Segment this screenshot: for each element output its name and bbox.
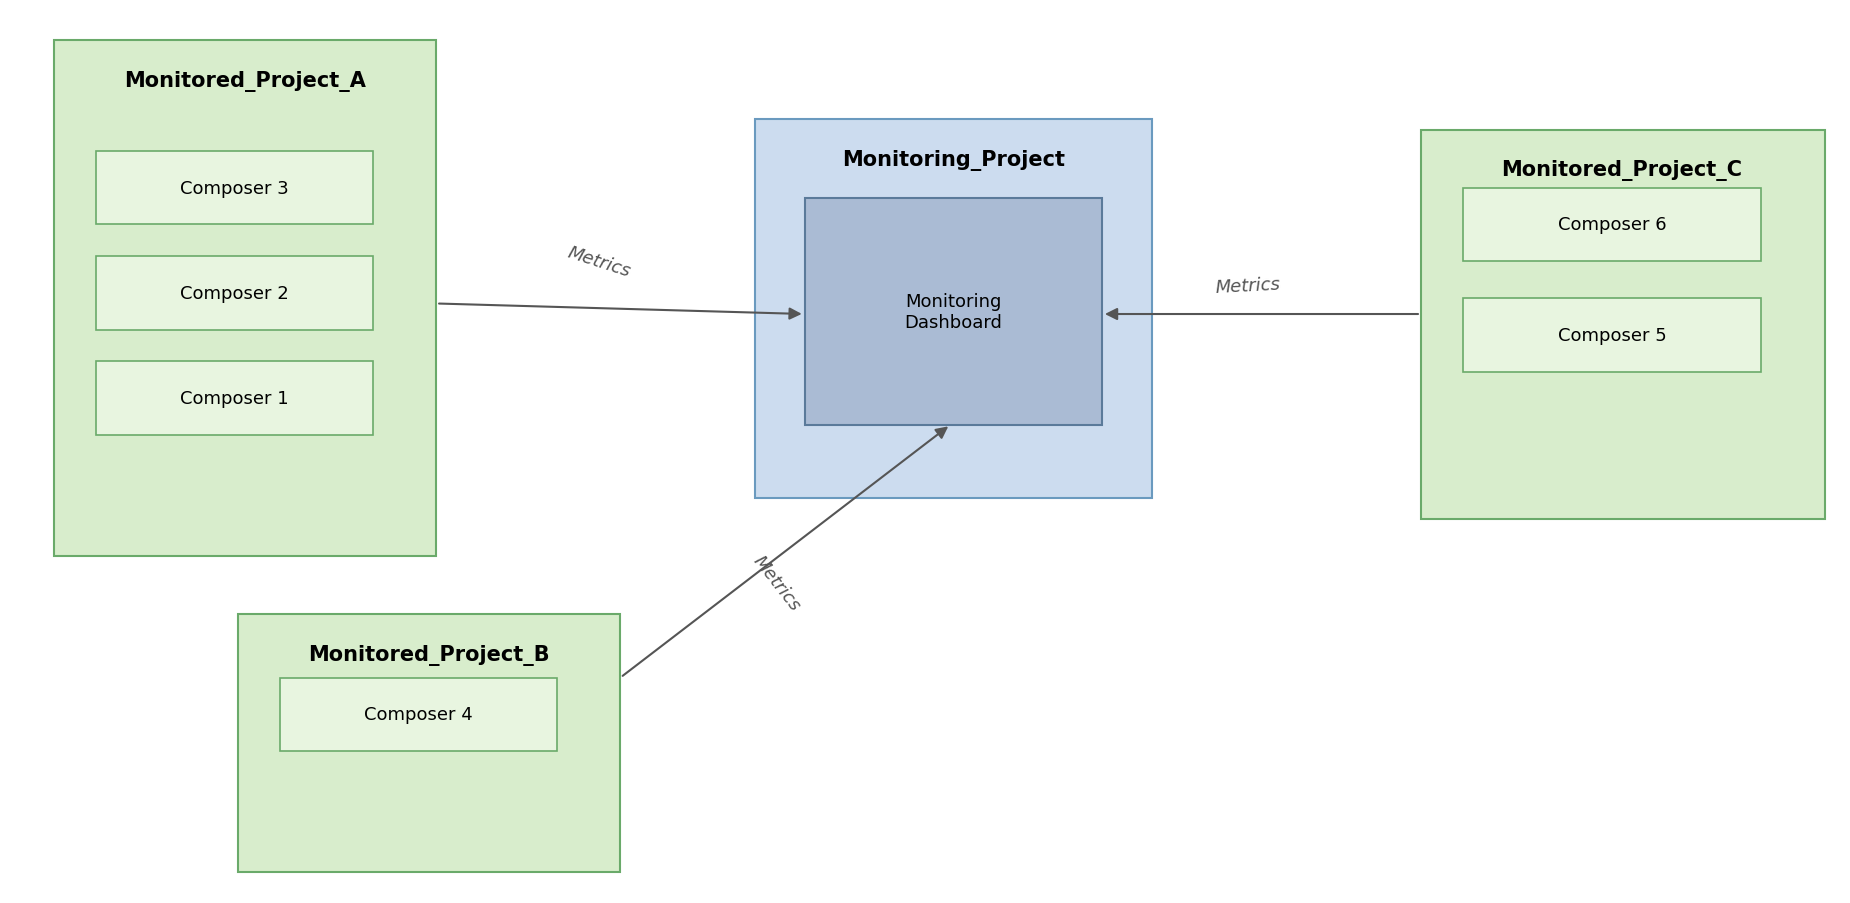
Text: Composer 3: Composer 3 [179, 180, 289, 198]
Text: Monitored_Project_A: Monitored_Project_A [124, 70, 366, 91]
FancyBboxPatch shape [1421, 130, 1824, 520]
FancyBboxPatch shape [54, 41, 437, 557]
Text: Metrics: Metrics [749, 552, 803, 614]
Text: Monitoring_Project: Monitoring_Project [842, 149, 1066, 171]
FancyBboxPatch shape [1463, 299, 1761, 373]
Text: Composer 5: Composer 5 [1558, 327, 1667, 345]
Text: Metrics: Metrics [566, 244, 633, 281]
Text: Composer 6: Composer 6 [1558, 216, 1667, 234]
Text: Monitored_Project_C: Monitored_Project_C [1502, 160, 1743, 181]
FancyBboxPatch shape [96, 256, 372, 330]
Text: Metrics: Metrics [1215, 275, 1280, 297]
FancyBboxPatch shape [96, 152, 372, 225]
Text: Composer 4: Composer 4 [364, 705, 474, 723]
Text: Composer 1: Composer 1 [179, 390, 289, 408]
FancyBboxPatch shape [755, 120, 1153, 498]
FancyBboxPatch shape [239, 615, 620, 872]
Text: Monitored_Project_B: Monitored_Project_B [309, 644, 549, 666]
FancyBboxPatch shape [805, 199, 1103, 425]
Text: Monitoring
Dashboard: Monitoring Dashboard [905, 293, 1003, 331]
FancyBboxPatch shape [281, 678, 557, 751]
FancyBboxPatch shape [1463, 189, 1761, 262]
FancyBboxPatch shape [96, 362, 372, 436]
Text: Composer 2: Composer 2 [179, 284, 289, 303]
